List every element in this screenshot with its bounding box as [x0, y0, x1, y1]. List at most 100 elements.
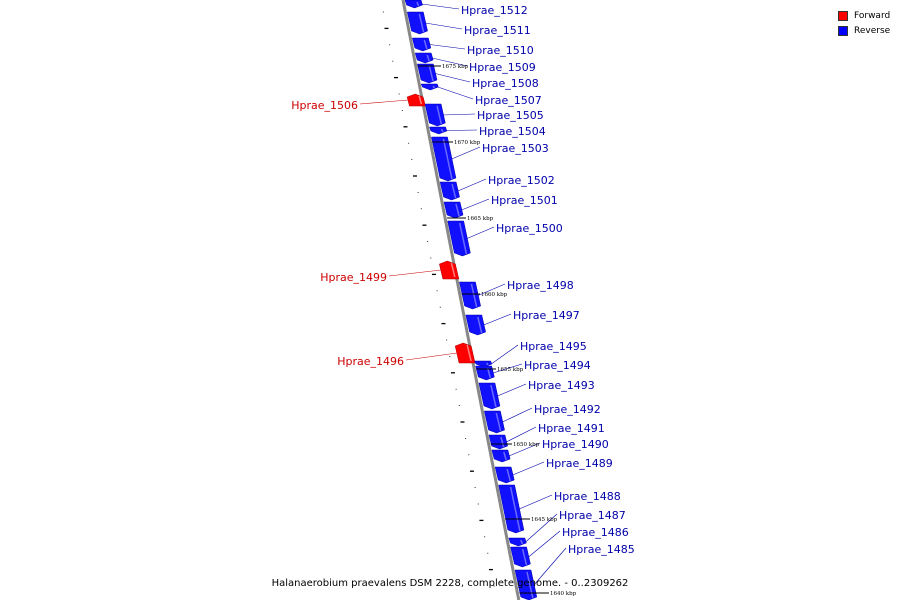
gene-label-hprae-1503: Hprae_1503 — [482, 142, 549, 155]
leader-line-hprae-1494 — [492, 363, 523, 374]
legend: Forward Reverse — [838, 8, 890, 38]
gene-shading-hprae-1489 — [506, 468, 511, 482]
leader-line-hprae-1502 — [457, 178, 487, 192]
gene-shading-hprae-1506 — [418, 95, 423, 105]
gene-label-hprae-1506: Hprae_1506 — [291, 99, 358, 112]
gene-shading-hprae-1510 — [423, 39, 428, 50]
gene-shading-hprae-1504 — [440, 128, 444, 133]
gene-label-hprae-1488: Hprae_1488 — [554, 490, 621, 503]
gene-shading-hprae-1486 — [521, 548, 528, 566]
gene-feature-hprae-1507 — [420, 83, 439, 91]
gene-label-hprae-1486: Hprae_1486 — [562, 526, 629, 539]
leader-line-hprae-1498 — [477, 283, 506, 296]
gene-label-hprae-1507: Hprae_1507 — [475, 94, 542, 107]
gene-label-hprae-1493: Hprae_1493 — [528, 379, 595, 392]
kbp-label-1: 1670 kbp — [454, 140, 481, 146]
leader-line-hprae-1509 — [432, 57, 468, 67]
gene-shading-hprae-1507 — [432, 85, 436, 89]
kbp-label-0: 1675 kbp — [442, 64, 469, 70]
label-leader-lines — [359, 3, 567, 586]
gene-shading-hprae-1497 — [477, 316, 483, 334]
genome-caption: Halanaerobium praevalens DSM 2228, compl… — [271, 578, 629, 589]
gene-label-hprae-1512: Hprae_1512 — [461, 4, 528, 17]
gene-feature-hprae-1496 — [454, 342, 476, 364]
gene-feature-hprae-1497 — [465, 314, 486, 336]
leader-line-hprae-1491 — [506, 426, 537, 443]
gene-label-hprae-1510: Hprae_1510 — [467, 44, 534, 57]
leader-line-hprae-1512 — [421, 3, 460, 10]
leader-line-hprae-1485 — [533, 547, 567, 586]
gene-label-hprae-1487: Hprae_1487 — [559, 509, 626, 522]
gene-label-hprae-1500: Hprae_1500 — [496, 222, 563, 235]
leader-line-hprae-1493 — [497, 383, 527, 397]
leader-line-hprae-1489 — [512, 461, 545, 476]
kbp-label-4: 1655 kbp — [497, 367, 524, 373]
gene-label-hprae-1508: Hprae_1508 — [472, 77, 539, 90]
gene-shading-hprae-1498 — [470, 283, 478, 308]
gene-feature-hprae-1509 — [414, 52, 434, 64]
legend-label-forward: Forward — [854, 10, 891, 21]
gene-shading-hprae-1495 — [486, 362, 489, 366]
gene-shading-hprae-1496 — [466, 344, 472, 362]
gene-label-hprae-1485: Hprae_1485 — [568, 543, 635, 556]
gene-shading-hprae-1508 — [428, 65, 434, 82]
gene-features — [404, 0, 538, 600]
gene-feature-hprae-1486 — [510, 546, 531, 568]
gene-feature-hprae-1501 — [443, 201, 464, 219]
leader-line-hprae-1507 — [437, 86, 474, 100]
gene-feature-hprae-1494 — [475, 365, 495, 381]
gene-label-hprae-1505: Hprae_1505 — [477, 109, 544, 122]
gene-label-hprae-1501: Hprae_1501 — [491, 194, 558, 207]
gene-shading-hprae-1491 — [500, 436, 505, 448]
gene-shading-hprae-1492 — [495, 412, 502, 432]
gene-shading-hprae-1512 — [416, 1, 420, 7]
tick-marks — [382, 11, 495, 587]
gene-shading-hprae-1500 — [458, 222, 468, 255]
leader-line-hprae-1499 — [388, 269, 442, 277]
leader-line-hprae-1510 — [429, 44, 466, 50]
gene-feature-hprae-1508 — [417, 63, 438, 84]
gene-shading-hprae-1511 — [418, 13, 425, 33]
leader-line-hprae-1492 — [502, 407, 533, 423]
kbp-label-2: 1665 kbp — [467, 216, 494, 222]
forward-swatch — [838, 10, 848, 21]
gene-feature-hprae-1502 — [439, 181, 460, 201]
gene-shading-hprae-1490 — [503, 451, 507, 461]
leader-line-hprae-1500 — [466, 226, 495, 239]
leader-line-hprae-1487 — [525, 513, 558, 543]
gene-shading-hprae-1493 — [490, 384, 497, 408]
leader-line-hprae-1505 — [443, 113, 476, 116]
gene-label-hprae-1496: Hprae_1496 — [337, 355, 404, 368]
gene-label-hprae-1509: Hprae_1509 — [469, 61, 536, 74]
leader-line-hprae-1506 — [359, 99, 409, 105]
gene-label-hprae-1494: Hprae_1494 — [524, 359, 591, 372]
leader-line-hprae-1503 — [451, 146, 481, 160]
gene-shading-hprae-1499 — [450, 262, 456, 278]
gene-label-hprae-1499: Hprae_1499 — [320, 271, 387, 284]
gene-shading-hprae-1503 — [442, 138, 453, 180]
gene-feature-hprae-1487 — [508, 537, 527, 547]
legend-label-reverse: Reverse — [854, 25, 891, 36]
gene-label-hprae-1511: Hprae_1511 — [464, 24, 531, 37]
leader-line-hprae-1511 — [425, 22, 463, 30]
gene-feature-hprae-1489 — [494, 466, 515, 484]
kbp-markers: 1675 kbp 1670 kbp 1665 kbp 1660 kbp 1655 kbp… — [417, 64, 577, 597]
leader-line-hprae-1495 — [491, 344, 519, 365]
leader-line-hprae-1496 — [405, 352, 458, 361]
gene-label-hprae-1498: Hprae_1498 — [507, 279, 574, 292]
gene-shading-hprae-1501 — [455, 203, 460, 217]
leader-line-hprae-1504 — [446, 129, 478, 131]
kbp-label-3: 1660 kbp — [481, 292, 508, 298]
gene-shading-hprae-1488 — [509, 486, 521, 532]
gene-label-hprae-1495: Hprae_1495 — [520, 340, 587, 353]
gene-feature-hprae-1490 — [491, 449, 511, 463]
legend-item-forward: Forward — [838, 8, 890, 23]
gene-label-hprae-1490: Hprae_1490 — [542, 438, 609, 451]
gene-shading-hprae-1509 — [426, 54, 430, 62]
gene-label-hprae-1489: Hprae_1489 — [546, 457, 613, 470]
leader-line-hprae-1488 — [519, 494, 553, 510]
gene-label-hprae-1502: Hprae_1502 — [488, 174, 555, 187]
gene-shading-hprae-1494 — [486, 367, 492, 379]
genome-backbone — [401, 0, 521, 600]
